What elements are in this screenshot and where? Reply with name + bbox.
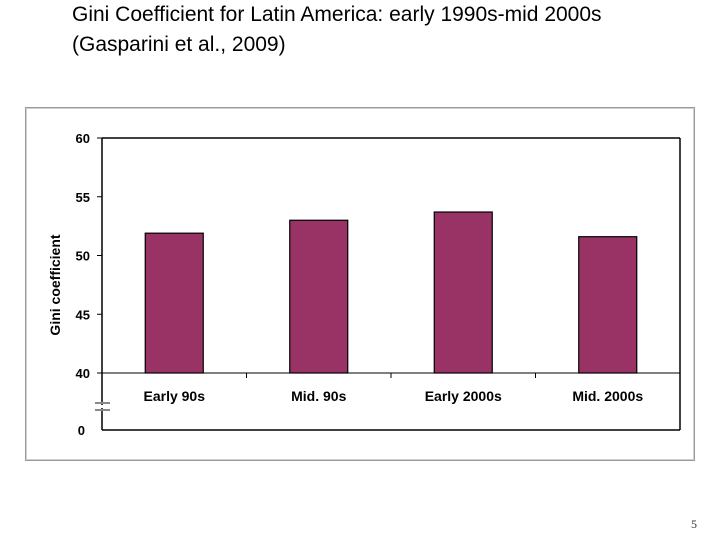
- x-tick-label: Mid. 2000s: [572, 388, 643, 404]
- x-tick-label: Early 2000s: [425, 388, 502, 404]
- slide-title: Gini Coefficient for Latin America: earl…: [72, 0, 712, 60]
- bar: [578, 236, 638, 374]
- y-tick-label: 40: [76, 366, 90, 381]
- y-tick-label: 45: [76, 307, 90, 322]
- slide-title-line-2: (Gasparini et al., 2009): [72, 33, 286, 56]
- slide-title-line-1: Gini Coefficient for Latin America: earl…: [72, 3, 602, 26]
- bar: [433, 211, 493, 374]
- y-axis-label: Gini coefficient: [47, 234, 63, 335]
- axis-break-gap: [100, 405, 106, 408]
- bar: [144, 232, 204, 374]
- bar: [289, 219, 349, 374]
- x-tick-label: Early 90s: [144, 388, 206, 404]
- y-tick-label: 50: [76, 249, 90, 264]
- y-tick-label-zero: 0: [78, 423, 85, 438]
- x-tick-label: Mid. 90s: [291, 388, 346, 404]
- y-tick-label: 60: [76, 131, 90, 146]
- page-number: 5: [691, 517, 697, 531]
- y-tick-label: 55: [76, 190, 90, 205]
